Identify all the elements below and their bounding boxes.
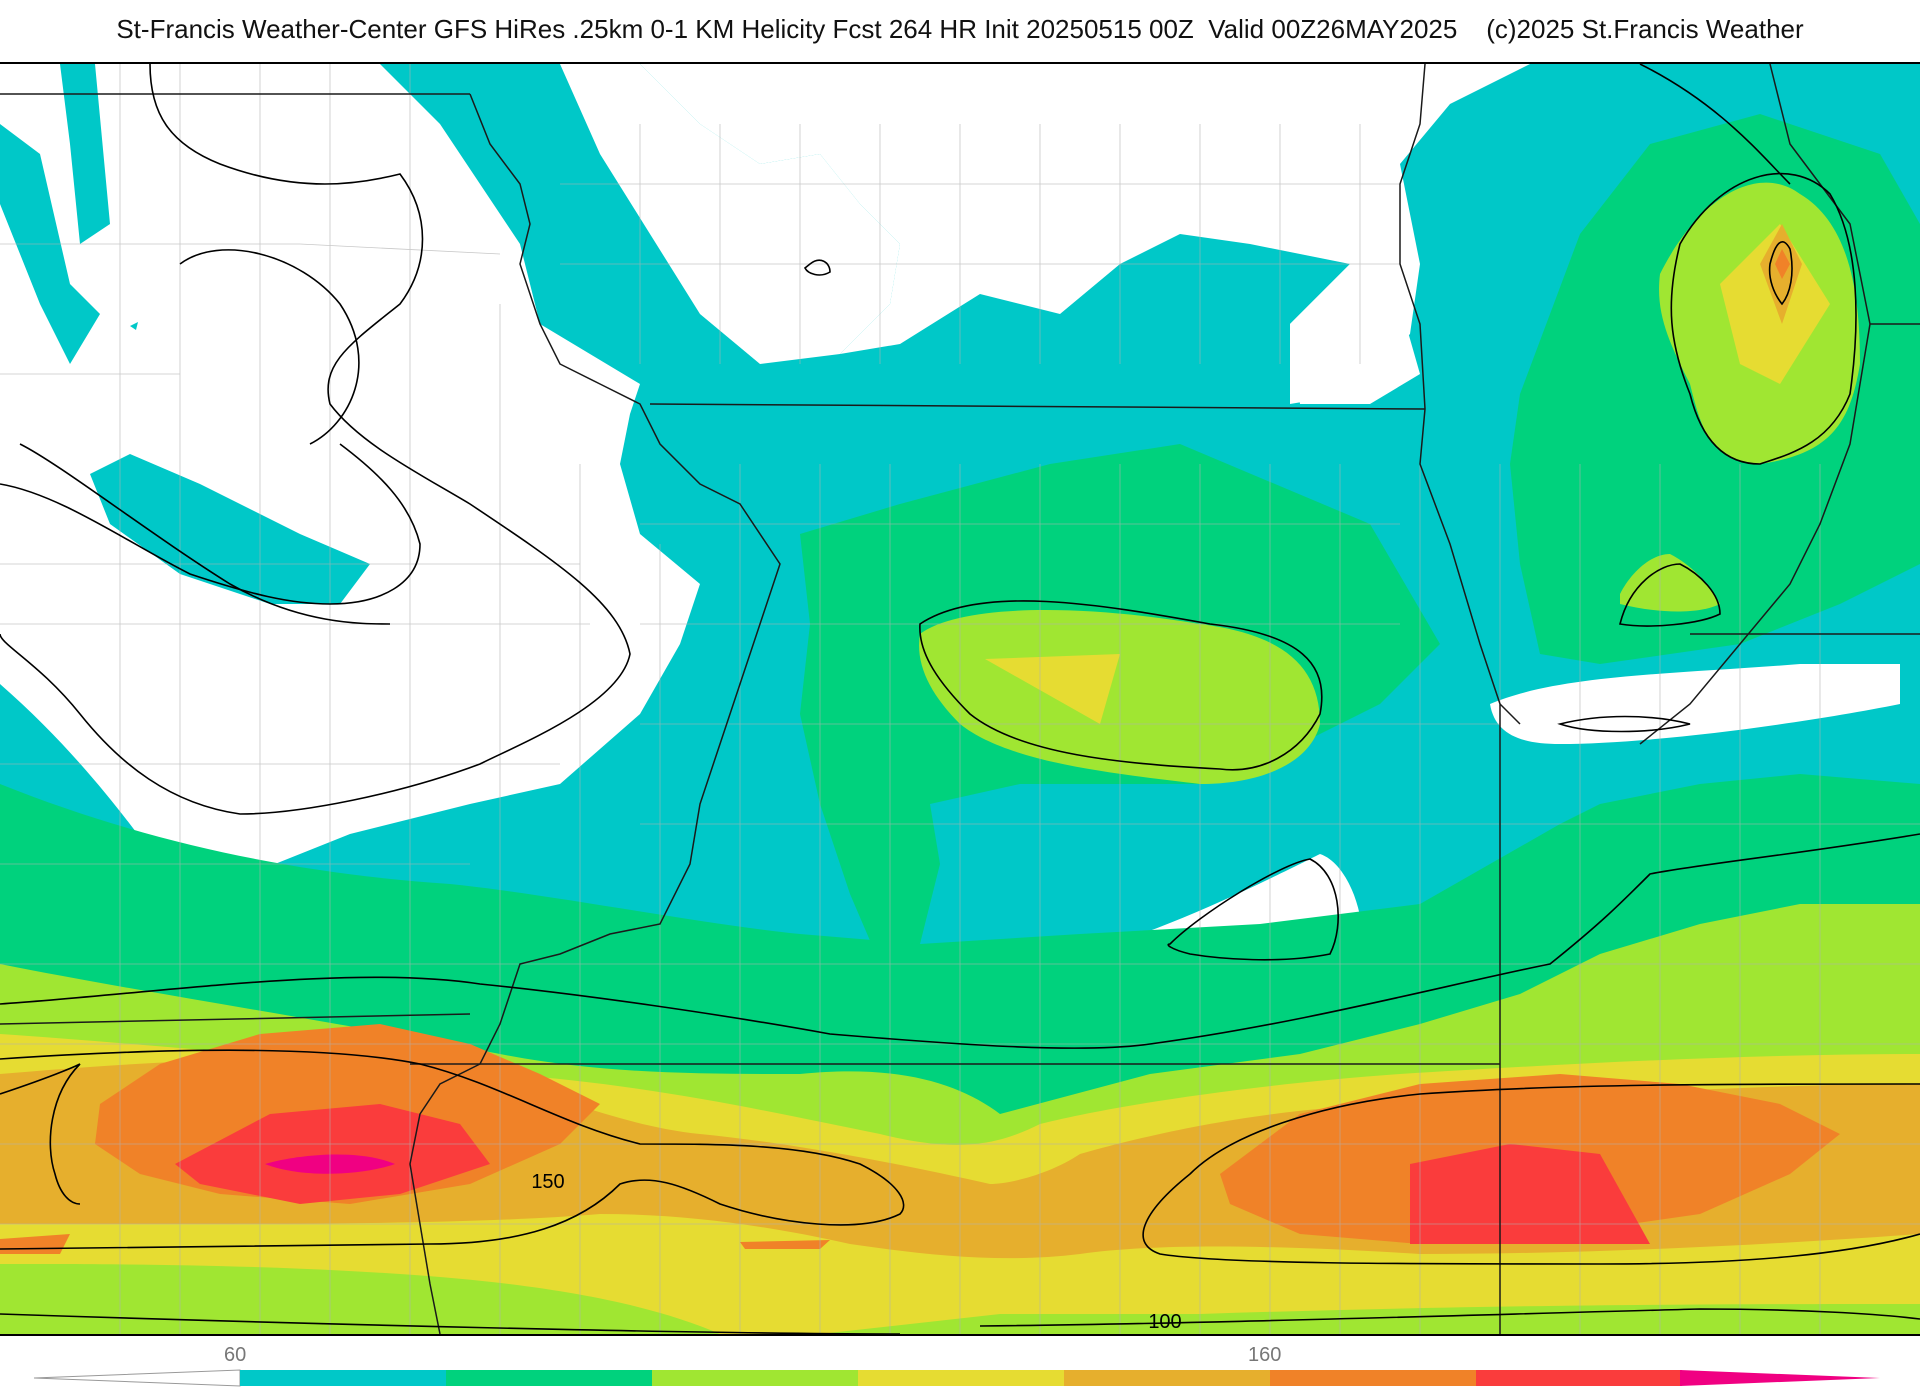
colorbar-blocks (240, 1370, 1682, 1386)
map-title: St-Francis Weather-Center GFS HiRes .25k… (116, 14, 1804, 44)
county-lines (0, 64, 1920, 1334)
contour-label-150: 150 (531, 1171, 564, 1193)
colorbar-tick-60: 60 (224, 1344, 247, 1366)
colorbar-tick-160: 160 (1248, 1344, 1282, 1366)
colorbar-block-2 (652, 1370, 858, 1386)
colorbar-block-5 (1270, 1370, 1476, 1386)
colorbar-high-arrow (1680, 1370, 1880, 1386)
colorbar (33, 1369, 1880, 1387)
colorbar-block-4 (1064, 1370, 1270, 1386)
helicity-contours (0, 64, 1920, 1334)
contour-label-100: 100 (1148, 1311, 1181, 1333)
helicity-band-red (175, 1104, 1650, 1244)
colorbar-block-1 (446, 1370, 652, 1386)
state-boundaries (0, 64, 1920, 1334)
helicity-map: 150 100 (0, 62, 1920, 1336)
colorbar-block-0 (240, 1370, 446, 1386)
colorbar-block-6 (1476, 1370, 1682, 1386)
colorbar-block-3 (858, 1370, 1064, 1386)
colorbar-low-arrow (33, 1369, 241, 1387)
map-canvas: 150 100 (0, 64, 1920, 1334)
